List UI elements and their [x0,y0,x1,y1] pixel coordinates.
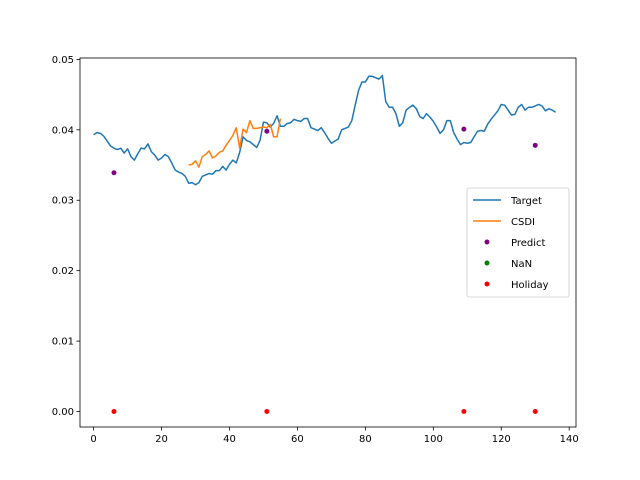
legend: Target CSDI Predict NaN Holiday [466,187,570,298]
legend-swatch-nan [484,260,490,266]
legend-label-predict: Predict [511,238,546,249]
point-holiday [264,409,270,415]
y-tick-label: 0.04 [52,125,74,136]
point-predict [461,126,467,132]
axes-frame [79,57,577,428]
series-line-csdi [188,118,282,168]
x-tick-label: 140 [560,434,579,445]
point-predict [532,142,538,148]
x-tick-label: 80 [359,434,372,445]
legend-swatch-predict [484,239,490,245]
y-axis: 0.00 0.01 0.02 0.03 0.04 0.05 [52,55,80,418]
legend-swatch-holiday [484,281,490,287]
legend-box [466,187,570,298]
legend-label-nan: NaN [511,259,532,270]
legend-label-target: Target [510,196,542,207]
point-holiday [532,409,538,415]
point-predict [264,128,270,134]
x-tick-label: 100 [424,434,443,445]
y-tick-label: 0.05 [52,55,74,66]
y-tick-label: 0.03 [52,196,74,207]
x-axis: 0 20 40 60 80 100 120 140 [90,427,579,445]
x-tick-label: 20 [155,434,168,445]
legend-label-holiday: Holiday [511,280,549,291]
y-tick-label: 0.02 [52,266,74,277]
point-holiday [111,409,117,415]
legend-label-csdi: CSDI [511,217,535,228]
x-tick-label: 120 [492,434,511,445]
x-tick-label: 40 [223,434,236,445]
y-tick-label: 0.01 [52,337,74,348]
x-tick-label: 0 [90,434,96,445]
point-predict [111,170,117,176]
y-tick-label: 0.00 [52,407,74,418]
x-tick-label: 60 [291,434,304,445]
series-layer [93,74,557,415]
point-holiday [461,409,467,415]
series-line-target [93,74,557,186]
